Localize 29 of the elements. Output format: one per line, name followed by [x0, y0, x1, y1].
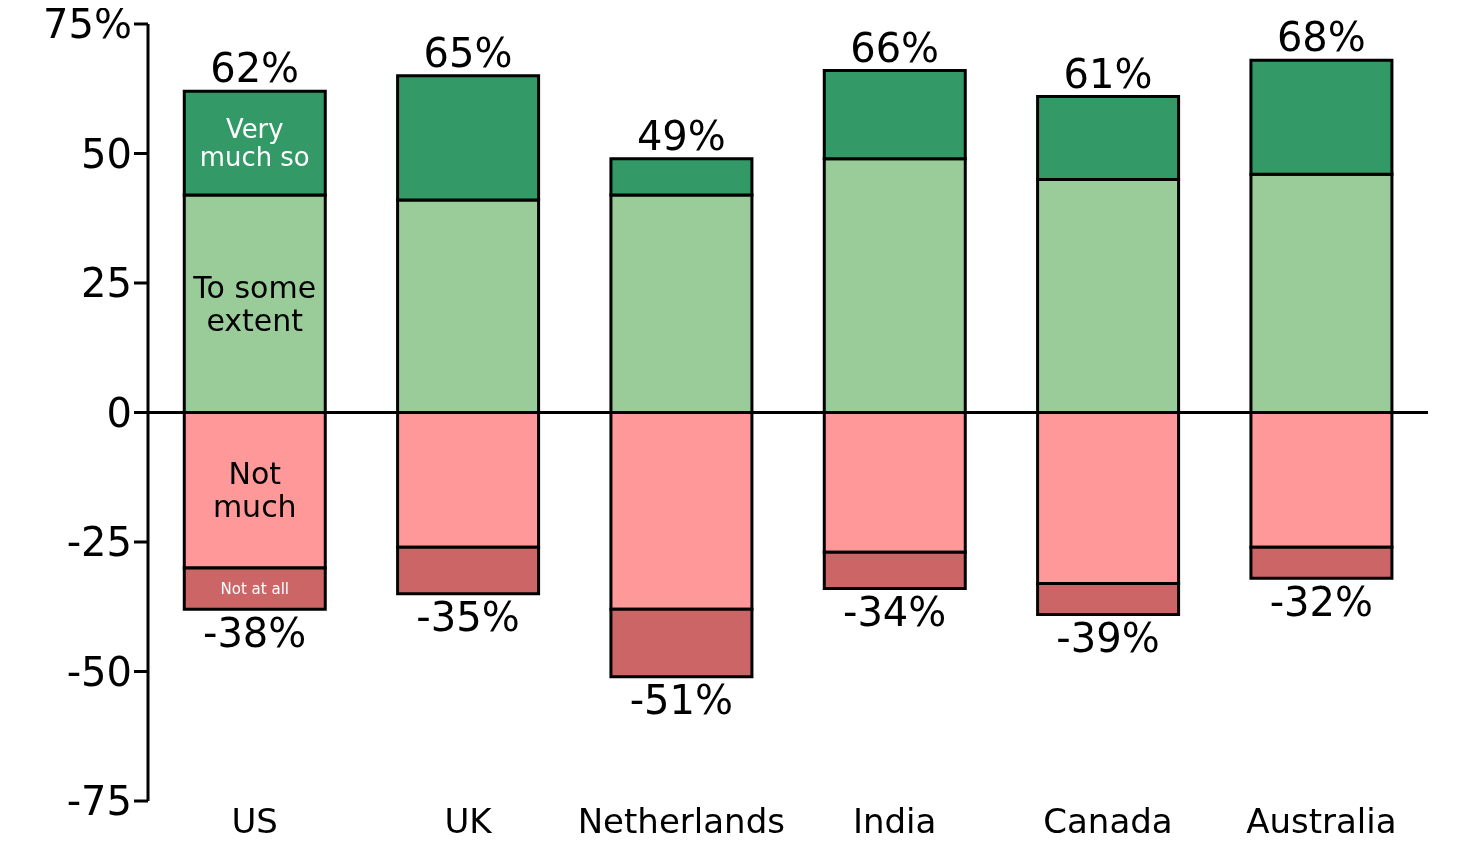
series-label: To some extent — [192, 269, 317, 338]
series-label: Not much — [212, 456, 297, 525]
annotation: 61% — [1063, 50, 1153, 97]
annotation: 49% — [636, 112, 726, 159]
annotation: -32% — [1269, 578, 1374, 625]
x-tick-label: Australia — [1246, 801, 1397, 842]
annotation: -34% — [842, 589, 947, 636]
annotation: -35% — [416, 594, 520, 641]
annotation: -39% — [1056, 614, 1160, 661]
y-tick-label: 50 — [81, 130, 132, 177]
y-tick-label: 75% — [43, 1, 132, 48]
y-tick-label: 25 — [81, 260, 132, 307]
series-label: Very much so — [199, 113, 310, 173]
annotation: 68% — [1276, 14, 1366, 61]
series-label: Not at all — [220, 579, 289, 598]
x-tick-label: India — [852, 801, 937, 842]
x-tick-label: Netherlands — [577, 801, 785, 842]
x-tick-label: Canada — [1043, 801, 1173, 842]
annotation: 62% — [210, 45, 300, 92]
annotation: 66% — [850, 24, 940, 71]
annotation: 65% — [423, 29, 513, 76]
y-tick-label: -50 — [66, 648, 132, 695]
annotation: -38% — [202, 609, 307, 656]
x-tick-label: UK — [444, 801, 494, 842]
x-tick-label: US — [231, 801, 278, 842]
y-tick-label: -25 — [66, 519, 132, 566]
annotation: -51% — [629, 677, 734, 724]
y-tick-label: 0 — [106, 389, 132, 436]
y-tick-label: -75 — [66, 778, 132, 825]
